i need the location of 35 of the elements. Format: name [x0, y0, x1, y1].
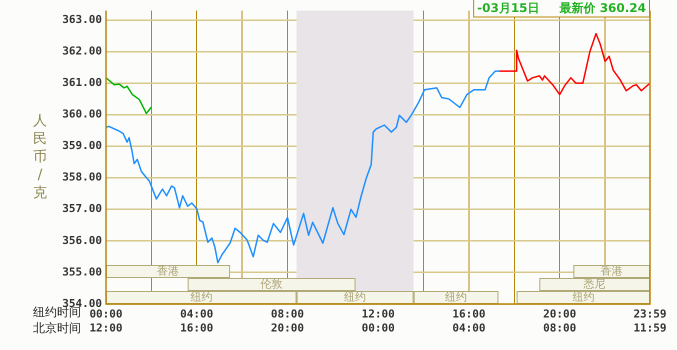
x-tick-label: 20:00: [543, 307, 576, 320]
y-axis-title: 人民币/克: [33, 112, 47, 201]
x2-tick-label: 16:00: [180, 321, 214, 334]
x2-tick-label: 20:00: [270, 321, 304, 334]
x-tick-label: 04:00: [180, 307, 214, 320]
x2-tick-label: 08:00: [543, 321, 576, 334]
y-tick-label: 362.00: [62, 44, 102, 58]
x2-tick-label: 12:00: [89, 321, 123, 334]
y-tick-label: 355.00: [62, 265, 102, 278]
y-tick-label: 359.00: [62, 139, 102, 152]
y-tick-label: 361.00: [62, 76, 102, 90]
x-tick-label: 00:00: [89, 307, 123, 320]
band-label: 香港: [157, 264, 180, 278]
x2-axis-title: 北京时间: [33, 321, 81, 336]
x-tick-label: 23:59: [633, 307, 667, 320]
band-label: 纽约: [572, 290, 594, 304]
x-tick-label: 12:00: [362, 307, 395, 320]
x2-tick-label: 11:59: [633, 321, 667, 334]
band-label: 纽约: [445, 290, 468, 304]
y-tick-label: 357.00: [62, 202, 102, 216]
y-tick-label: 356.00: [62, 234, 102, 247]
annotation: -03月15日: [477, 1, 540, 16]
y-tick-label: 360.00: [62, 108, 102, 121]
x2-tick-label: 04:00: [452, 321, 486, 334]
band-label: 伦敦: [260, 277, 283, 290]
annotation: 最新价 360.24: [558, 1, 646, 16]
band-label: 悉尼: [582, 277, 606, 290]
y-tick-label: 363.00: [62, 12, 102, 26]
x-tick-label: 08:00: [270, 307, 304, 320]
band-label: 纽约: [190, 290, 212, 304]
y-tick-label: 358.00: [62, 170, 102, 184]
x2-tick-label: 00:00: [362, 321, 395, 334]
x-tick-label: 16:00: [452, 307, 486, 320]
band-label: 纽约: [344, 290, 366, 304]
band-label: 香港: [600, 264, 623, 278]
